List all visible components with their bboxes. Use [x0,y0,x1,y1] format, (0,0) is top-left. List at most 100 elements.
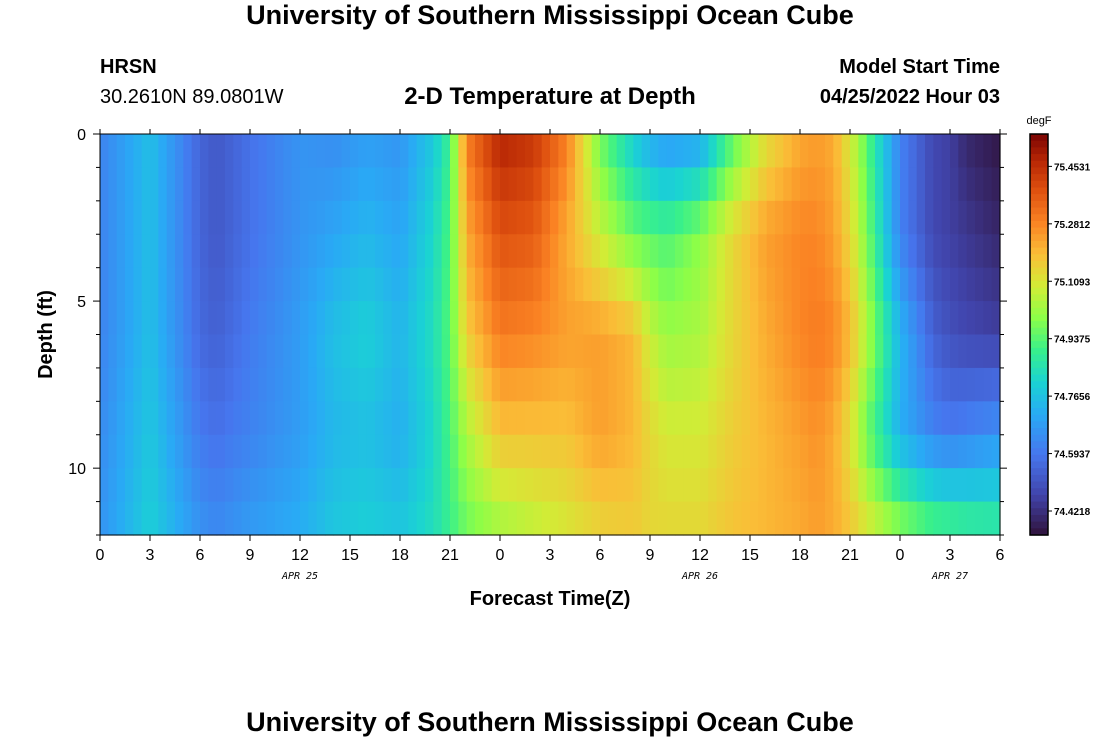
heatmap-cell [941,401,951,436]
heatmap-cell [325,334,334,369]
colorbar-segment [1030,354,1048,362]
heatmap-cell [408,200,418,235]
heatmap-cell [733,267,743,302]
heatmap-cell [625,301,634,336]
heatmap-cell [208,401,218,436]
heatmap-cell [916,301,926,336]
heatmap-cell [483,167,493,202]
heatmap-cell [100,134,109,169]
heatmap-cell [575,334,584,369]
heatmap-cell [916,367,926,402]
heatmap-cell [300,267,309,302]
heatmap-cell [600,234,609,269]
heatmap-cell [441,501,451,536]
heatmap-cell [433,200,443,235]
heatmap-cell [525,401,534,436]
heatmap-cell [983,234,993,269]
heatmap-cell [333,234,343,269]
heatmap-cell [491,367,501,402]
heatmap-cell [600,200,609,235]
heatmap-cell [200,434,209,469]
heatmap-cell [891,234,901,269]
heatmap-cell [833,468,843,503]
heatmap-cell [925,501,934,536]
heatmap-cell [400,401,409,436]
heatmap-cell [758,167,768,202]
heatmap-cell [616,200,626,235]
heatmap-cell [258,200,268,235]
heatmap-cell [566,167,576,202]
heatmap-cell [366,434,376,469]
heatmap-cell [641,200,651,235]
heatmap-cell [225,334,234,369]
heatmap-cell [216,267,226,302]
heatmap-cell [958,334,968,369]
heatmap-cell [175,501,184,536]
heatmap-cell [733,367,743,402]
heatmap-cell [225,468,234,503]
heatmap-cell [650,234,659,269]
x-tick-label: 12 [691,547,709,564]
heatmap-cell [133,200,143,235]
heatmap-cell [841,367,851,402]
heatmap-cell [941,434,951,469]
heatmap-cell [100,301,109,336]
heatmap-cell [416,401,426,436]
heatmap-cell [816,234,826,269]
date-label: APR 26 [681,571,718,582]
heatmap-cell [350,401,359,436]
heatmap-cell [400,501,409,536]
heatmap-cell [375,501,384,536]
heatmap-cell [975,367,984,402]
heatmap-cell [758,267,768,302]
heatmap-cell [216,434,226,469]
heatmap-cell [316,167,326,202]
heatmap-cell [908,367,918,402]
heatmap-cell [775,401,784,436]
heatmap-cell [750,134,759,169]
heatmap-cell [716,267,726,302]
heatmap-cell [825,468,834,503]
heatmap-cell [608,200,618,235]
heatmap-cell [525,167,534,202]
heatmap-cell [925,200,934,235]
heatmap-cell [200,234,209,269]
heatmap-cell [741,434,751,469]
heatmap-cell [658,334,668,369]
heatmap-cell [458,267,468,302]
heatmap-cell [466,468,476,503]
heatmap-cell [125,468,134,503]
colorbar-segment [1030,274,1048,282]
heatmap-cell [633,167,643,202]
heatmap-cell [416,301,426,336]
heatmap-cell [825,167,834,202]
heatmap-cell [241,367,251,402]
heatmap-cell [308,167,318,202]
heatmap-cell [225,200,234,235]
heatmap-cell [166,134,176,169]
heatmap-cell [183,401,193,436]
heatmap-cell [125,200,134,235]
colorbar-segment [1030,494,1048,503]
colorbar-segment [1030,408,1048,416]
heatmap-cell [508,501,518,536]
heatmap-cell [841,301,851,336]
heatmap-cell [791,200,801,235]
heatmap-cell [158,134,168,169]
heatmap-cell [991,134,1001,169]
heatmap-cell [883,200,893,235]
heatmap-cell [733,434,743,469]
heatmap-cell [741,501,751,536]
heatmap-cell [833,367,843,402]
heatmap-cell [375,167,384,202]
heatmap-cell [508,267,518,302]
heatmap-cell [325,501,334,536]
heatmap-cell [941,167,951,202]
heatmap-cell [808,234,818,269]
heatmap-cell [775,134,784,169]
heatmap-cell [708,267,718,302]
colorbar [1030,134,1048,536]
heatmap-cell [941,334,951,369]
heatmap-cell [816,134,826,169]
heatmap-cell [333,468,343,503]
